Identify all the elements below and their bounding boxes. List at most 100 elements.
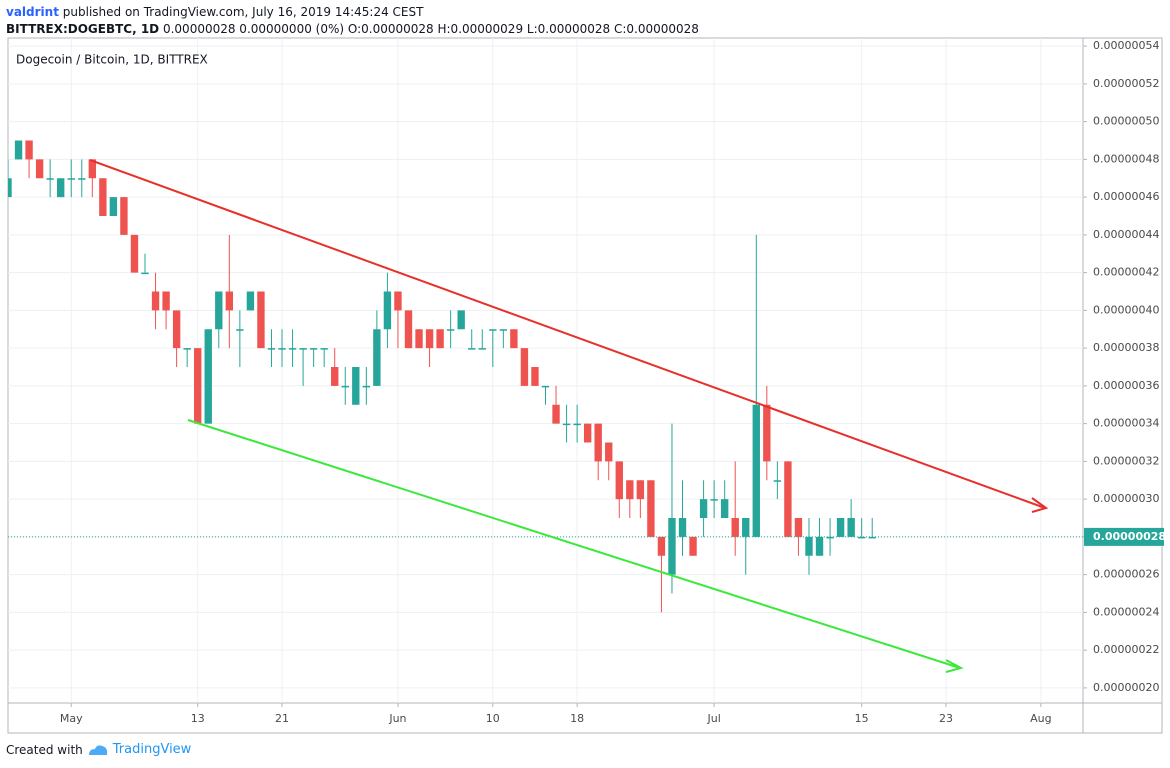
y-tick-label: 0.00000040	[1093, 303, 1159, 316]
candle-body	[162, 291, 170, 311]
candle-body	[583, 423, 592, 443]
y-tick-label: 0.00000024	[1093, 605, 1159, 618]
candle-body	[657, 536, 666, 556]
resistance-line[interactable]	[89, 159, 1046, 509]
y-tick-label: 0.00000030	[1093, 492, 1159, 505]
candle-body	[636, 480, 645, 500]
candle-body	[78, 178, 86, 180]
y-tick-label: 0.00000044	[1093, 228, 1159, 241]
candle-body	[794, 518, 803, 537]
candle-body	[857, 536, 866, 539]
candle-body	[320, 348, 328, 350]
candle-body	[246, 291, 255, 311]
candle-body	[288, 348, 297, 350]
chart: 0.00000020 0.00000022 0.00000024 0.00000026…	[7, 37, 1166, 734]
x-tick-label: 15	[855, 712, 869, 725]
x-tick-label: 18	[570, 712, 584, 725]
candle-body	[341, 385, 349, 388]
symbol-line: BITTREX:DOGEBTC, 1D 0.00000028 0.0000000…	[6, 22, 699, 36]
candle-body	[731, 518, 739, 537]
chart-title: Dogecoin / Bitcoin, 1D, BITTREX	[16, 53, 208, 67]
candle-body	[309, 348, 318, 350]
candle-body	[815, 536, 824, 556]
candle-body	[689, 536, 697, 556]
candle-body	[552, 404, 560, 424]
symbol: BITTREX:DOGEBTC, 1D	[6, 22, 160, 36]
x-tick-label: 23	[939, 712, 953, 725]
y-tick-label: 0.00000034	[1093, 417, 1159, 430]
candle-body	[14, 140, 23, 160]
candle-body	[478, 348, 486, 350]
candle-body	[594, 423, 602, 462]
candle-body	[510, 329, 518, 349]
candle-body	[331, 367, 339, 386]
candle-body	[647, 480, 655, 537]
y-tick-label: 0.00000052	[1093, 77, 1159, 90]
candle-body	[562, 423, 571, 426]
y-tick-label: 0.00000036	[1093, 379, 1159, 392]
candle-body	[204, 329, 212, 424]
candle-body	[826, 536, 834, 539]
candle-body	[109, 197, 118, 217]
candle-body	[394, 291, 402, 311]
candle-body	[615, 461, 623, 500]
candle-body	[489, 329, 497, 331]
y-tick-label: 0.00000042	[1093, 266, 1159, 279]
candle-body	[425, 329, 434, 349]
candle-body	[151, 291, 160, 311]
y-tick-label: 0.00000022	[1093, 643, 1159, 656]
x-tick-label: 13	[191, 712, 205, 725]
author[interactable]: valdrint	[6, 5, 59, 19]
candle-body	[626, 480, 634, 500]
candle-body	[67, 178, 75, 180]
y-tick-label: 0.00000050	[1093, 115, 1159, 128]
candle-body	[257, 291, 265, 349]
candle-body	[88, 159, 97, 179]
x-tick-label: Aug	[1030, 712, 1051, 725]
candle-body	[520, 348, 529, 386]
candle-body	[868, 536, 876, 539]
candle-body	[225, 291, 234, 311]
candle-body	[99, 178, 107, 217]
candle-body	[383, 291, 392, 330]
candle-body	[541, 385, 550, 388]
y-tick-label: 0.00000032	[1093, 454, 1159, 467]
candle-body	[836, 518, 845, 537]
candle-body	[46, 178, 54, 180]
candle-body	[710, 499, 718, 501]
y-tick-label: 0.00000048	[1093, 152, 1159, 165]
candle-body	[668, 518, 676, 575]
candle-body	[605, 442, 613, 462]
candle-body	[57, 178, 65, 198]
candle-body	[194, 348, 202, 424]
candle-body	[446, 329, 455, 331]
candle-body	[531, 367, 539, 386]
candle-body	[130, 234, 139, 273]
candle-body	[742, 518, 750, 537]
candle-body	[120, 197, 128, 235]
candle-body	[215, 291, 223, 330]
quote: 0.00000028 0.00000000 (0%) O:0.00000028 …	[162, 22, 699, 36]
candle-body	[278, 348, 286, 350]
candle-body	[141, 272, 149, 275]
resistance-arrow	[1031, 497, 1049, 513]
publish-line: valdrint published on TradingView.com, J…	[6, 5, 423, 19]
drawings	[89, 159, 1049, 673]
candle-body	[784, 461, 792, 537]
candle-body	[457, 310, 465, 330]
x-tick-label: Jul	[706, 712, 720, 725]
support-line[interactable]	[187, 419, 961, 669]
candle-body	[773, 480, 782, 482]
x-tick-label: 21	[275, 712, 289, 725]
candle-body	[415, 329, 423, 349]
y-tick-label: 0.00000026	[1093, 568, 1159, 581]
last-price-label: 0.00000028	[1093, 530, 1166, 543]
x-tick-label: Jun	[388, 712, 406, 725]
brand[interactable]: TradingView	[112, 742, 192, 757]
candle-body	[172, 310, 181, 349]
candle-body	[299, 348, 307, 350]
candle-body	[763, 404, 771, 462]
candle-body	[436, 329, 444, 349]
candle-body	[362, 385, 371, 388]
candle-body	[352, 367, 360, 405]
